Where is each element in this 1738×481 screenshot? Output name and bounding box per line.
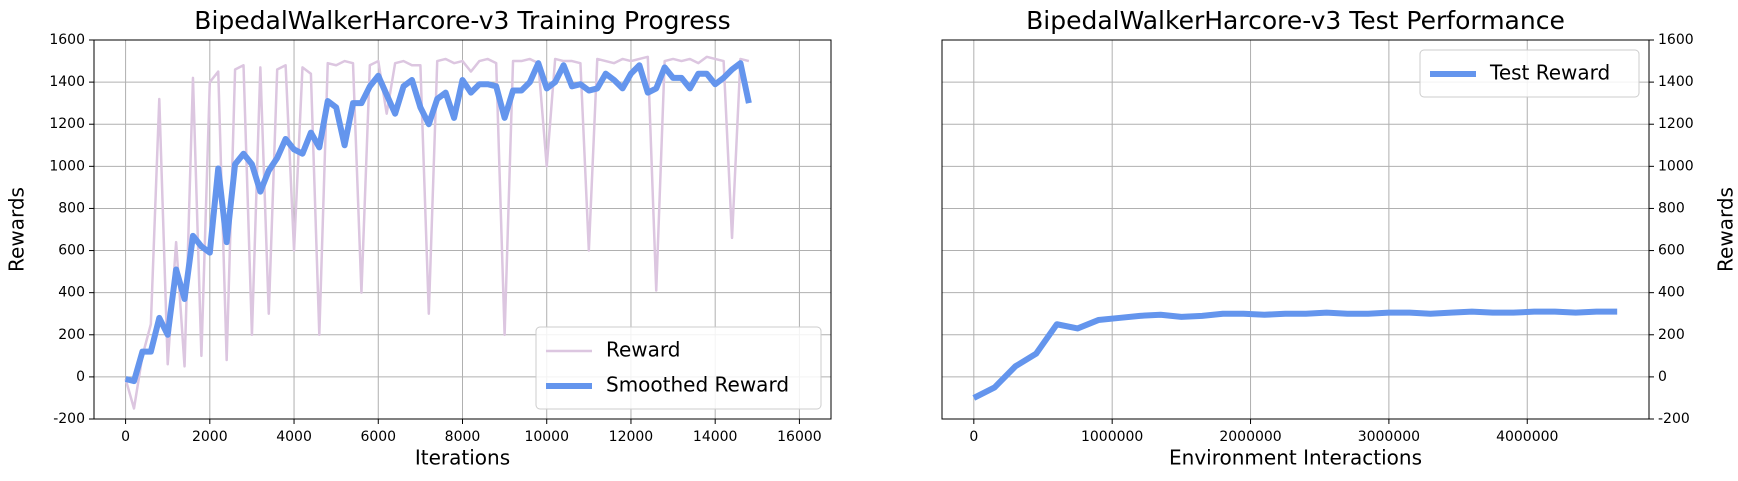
x-tick-label: 4000 bbox=[276, 429, 312, 445]
data-line bbox=[124, 60, 752, 385]
y-tick-label: 1200 bbox=[1658, 116, 1694, 132]
chart-title: BipedalWalkerHarcore-v3 Test Performance bbox=[1026, 6, 1565, 35]
x-tick-label: 12000 bbox=[609, 429, 654, 445]
x-tick-label: 10000 bbox=[524, 429, 569, 445]
axes: 0 2000 4000 6000 8000 10000 12000 14000 16000-20… bbox=[5, 6, 832, 470]
y-tick-label: -200 bbox=[53, 411, 85, 427]
x-axis-label: Iterations bbox=[415, 446, 510, 470]
x-tick-label: 0 bbox=[969, 429, 978, 445]
legend-label: Test Reward bbox=[1489, 61, 1610, 85]
x-tick-label: 4000000 bbox=[1496, 429, 1558, 445]
y-tick-label: 600 bbox=[58, 243, 85, 259]
x-tick-label: 2000000 bbox=[1219, 429, 1281, 445]
y-axis-label: Rewards bbox=[1714, 187, 1738, 272]
y-tick-label: 800 bbox=[58, 200, 85, 216]
legend-label: Reward bbox=[606, 338, 680, 362]
y-tick-label: 1000 bbox=[1658, 158, 1694, 174]
y-tick-label: 200 bbox=[1658, 327, 1685, 343]
legend-box bbox=[1419, 49, 1640, 98]
x-tick-label: 16000 bbox=[777, 429, 822, 445]
y-tick-label: 1200 bbox=[49, 116, 85, 132]
legend: Reward Smoothed Reward bbox=[535, 326, 822, 410]
x-tick-label: 2000 bbox=[192, 429, 228, 445]
x-tick-label: 3000000 bbox=[1358, 429, 1420, 445]
legend-label: Smoothed Reward bbox=[606, 373, 789, 397]
x-tick-label: 1000000 bbox=[1081, 429, 1143, 445]
y-tick-label: 600 bbox=[1658, 243, 1685, 259]
y-tick-label: 1400 bbox=[49, 74, 85, 90]
y-tick-label: 800 bbox=[1658, 200, 1685, 216]
x-tick-label: 6000 bbox=[360, 429, 396, 445]
y-axis-label: Rewards bbox=[5, 187, 29, 272]
x-axis-label: Environment Interactions bbox=[1169, 446, 1422, 470]
y-tick-label: 1600 bbox=[49, 32, 85, 48]
legend: Test Reward bbox=[1419, 49, 1640, 98]
chart-title: BipedalWalkerHarcore-v3 Training Progres… bbox=[194, 6, 730, 35]
legend-box bbox=[535, 326, 822, 410]
x-tick-label: 8000 bbox=[445, 429, 481, 445]
x-tick-label: 0 bbox=[121, 429, 130, 445]
y-tick-label: 0 bbox=[1658, 369, 1667, 385]
y-tick-label: 400 bbox=[58, 285, 85, 301]
data-line bbox=[124, 55, 750, 410]
y-tick-label: 1400 bbox=[1658, 74, 1694, 90]
y-tick-label: 0 bbox=[76, 369, 85, 385]
y-tick-label: 1000 bbox=[49, 158, 85, 174]
data-line bbox=[972, 308, 1618, 401]
frame bbox=[941, 39, 1650, 420]
y-tick-label: 200 bbox=[58, 327, 85, 343]
axes: 0 1000000 2000000 3000000 4000000 -200 0 200 400… bbox=[941, 6, 1738, 470]
y-tick-label: 400 bbox=[1658, 285, 1685, 301]
frame bbox=[93, 39, 832, 420]
y-tick-label: -200 bbox=[1658, 411, 1690, 427]
x-tick-label: 14000 bbox=[693, 429, 738, 445]
y-tick-label: 1600 bbox=[1658, 32, 1694, 48]
